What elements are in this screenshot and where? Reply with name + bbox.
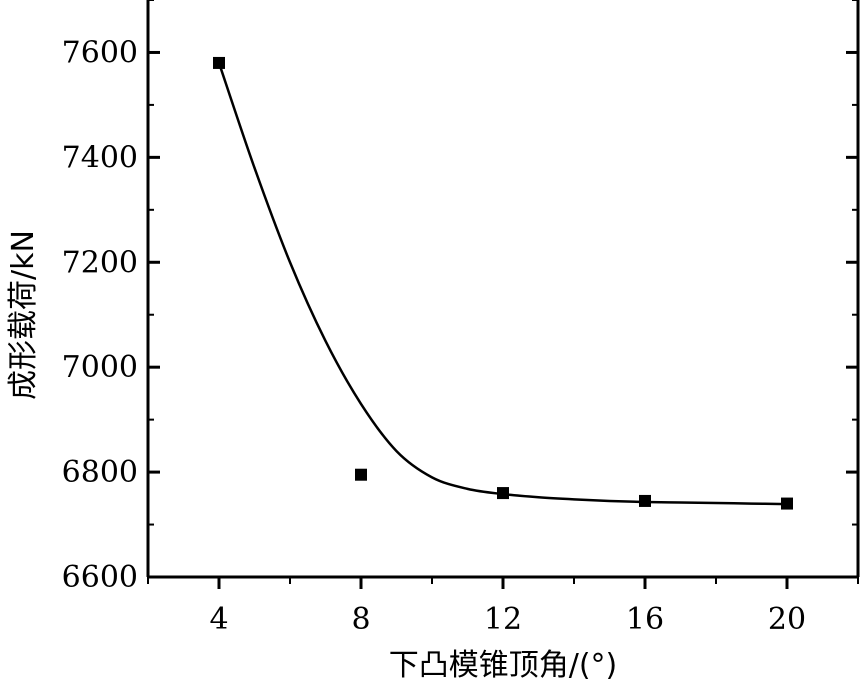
y-tick-label: 7000 — [62, 350, 138, 385]
data-point — [639, 494, 651, 507]
data-point — [781, 497, 793, 510]
data-point — [497, 487, 509, 500]
y-tick-label: 7600 — [62, 35, 138, 70]
data-point — [355, 468, 367, 481]
x-axis-ticks: 4 8 12 16 20 — [147, 577, 859, 637]
y-tick-label: 7400 — [62, 140, 138, 175]
fit-curve-layer — [217, 62, 788, 506]
x-tick-label: 20 — [768, 602, 806, 637]
y-axis-ticks: 6600 6800 7000 7200 7400 7600 — [62, 0, 858, 595]
x-tick-label: 12 — [484, 602, 522, 637]
x-tick-label: 16 — [626, 602, 664, 637]
x-axis-title: 下凸模锥顶角/(°) — [389, 648, 618, 683]
x-tick-label: 8 — [351, 602, 370, 637]
fit-curve-line — [217, 62, 788, 506]
x-tick-label: 4 — [209, 602, 228, 637]
data-points-layer — [213, 56, 793, 510]
y-axis-title: 成形载荷/kN — [6, 230, 41, 400]
y-tick-label: 6600 — [62, 560, 138, 595]
data-point — [213, 56, 225, 69]
y-tick-label: 6800 — [62, 455, 138, 490]
y-tick-label: 7200 — [62, 245, 138, 280]
